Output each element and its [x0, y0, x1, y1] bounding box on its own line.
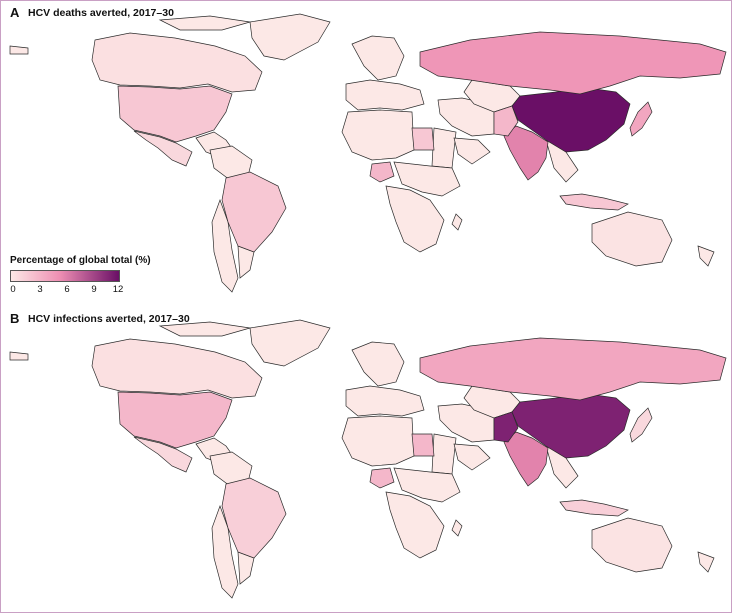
country-usa: [117, 85, 233, 143]
country-shape: [697, 551, 715, 573]
country-shape: [351, 35, 405, 81]
country-canada: [91, 32, 263, 93]
country-shape: [385, 491, 445, 559]
country-shape: [345, 79, 425, 111]
country-shape: [158, 321, 251, 337]
country-pakistan: [493, 411, 519, 443]
country-canada: [91, 338, 263, 399]
country-shape: [431, 127, 457, 169]
panel-b: B HCV infections averted, 2017–30: [0, 306, 732, 613]
country-shape: [345, 385, 425, 417]
legend-tick: 6: [64, 284, 70, 295]
country-egypt: [411, 127, 435, 151]
panel-title: HCV infections averted, 2017–30: [28, 313, 190, 325]
legend-tick: 9: [91, 284, 97, 295]
country-indonesia: [559, 193, 629, 211]
country-shape: [158, 15, 251, 31]
country-nigeria: [369, 161, 395, 183]
country-mexico: [133, 436, 193, 473]
country-shape: [451, 519, 463, 537]
country-australia: [591, 517, 673, 573]
country-shape: [697, 245, 715, 267]
country-shape: [393, 161, 461, 197]
country-india: [503, 431, 549, 487]
country-japan: [629, 407, 653, 443]
country-shape: [211, 198, 239, 293]
country-brazil: [221, 477, 287, 559]
color-legend: Percentage of global total (%) 0 3 6 9 1…: [10, 255, 170, 295]
country-shape: [9, 45, 29, 55]
legend-gradient-bar: [10, 270, 120, 282]
country-shape: [9, 351, 29, 361]
country-brazil: [221, 171, 287, 253]
country-india: [503, 125, 549, 181]
country-shape: [341, 109, 415, 161]
country-nigeria: [369, 467, 395, 489]
country-shape: [431, 433, 457, 475]
country-shape: [385, 185, 445, 253]
legend-tick: 12: [112, 284, 124, 295]
panel-label: B: [10, 311, 20, 326]
world-map-b: [9, 319, 727, 599]
legend-title: Percentage of global total (%): [10, 255, 151, 266]
country-russia: [419, 337, 727, 401]
country-australia: [591, 211, 673, 267]
world-map-a: [9, 13, 727, 293]
country-shape: [393, 467, 461, 503]
country-shape: [211, 504, 239, 599]
country-shape: [351, 341, 405, 387]
legend-tick: 0: [10, 284, 16, 295]
panel-title: HCV deaths averted, 2017–30: [28, 7, 174, 19]
country-shape: [249, 319, 331, 367]
country-shape: [249, 13, 331, 61]
country-shape: [341, 415, 415, 467]
country-japan: [629, 101, 653, 137]
country-shape: [453, 443, 491, 471]
legend-tick: 3: [37, 284, 43, 295]
country-shape: [453, 137, 491, 165]
country-mexico: [133, 130, 193, 167]
country-usa: [117, 391, 233, 449]
country-shape: [451, 213, 463, 231]
country-pakistan: [493, 105, 519, 137]
country-russia: [419, 31, 727, 95]
panel-a: A HCV deaths averted, 2017–30 Percentage…: [0, 0, 732, 306]
country-egypt: [411, 433, 435, 457]
panel-label: A: [10, 5, 20, 20]
country-indonesia: [559, 499, 629, 517]
